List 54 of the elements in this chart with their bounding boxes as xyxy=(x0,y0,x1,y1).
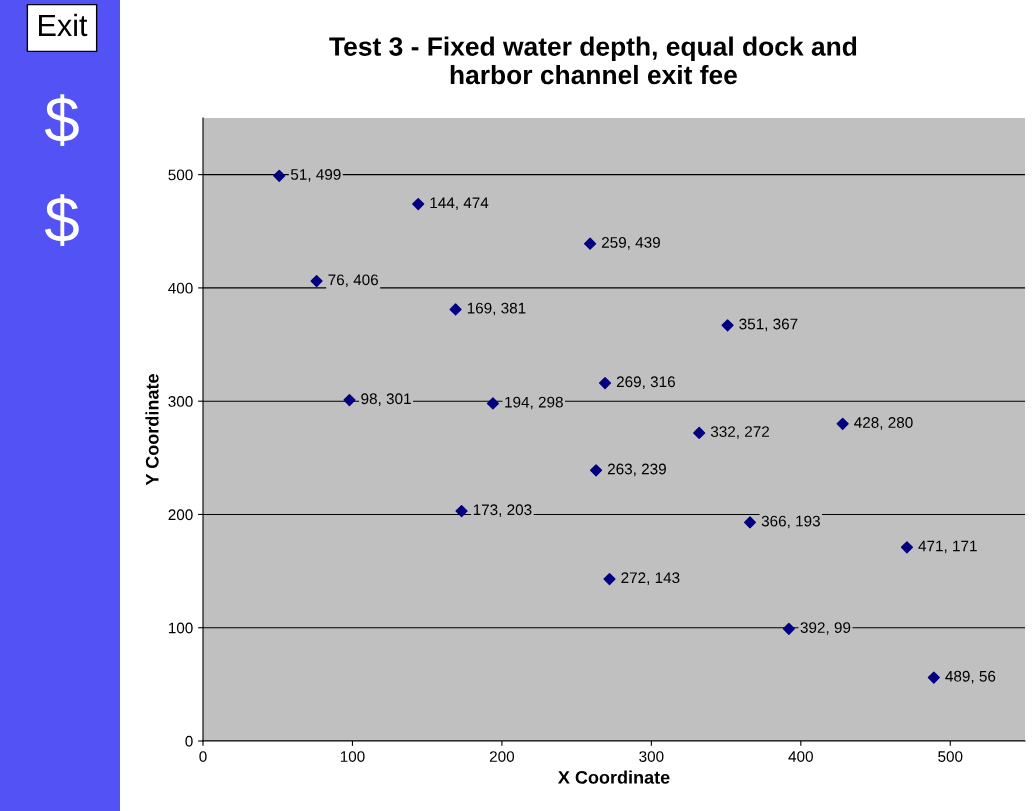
point xyxy=(589,464,603,477)
point xyxy=(412,198,425,211)
data-label: 263, 239 xyxy=(607,463,666,477)
data-label: 428, 280 xyxy=(854,417,913,430)
data-label: 489, 56 xyxy=(945,670,996,684)
data-label: 259, 439 xyxy=(601,237,660,250)
text: $ xyxy=(44,94,79,146)
data-label: 173, 203 xyxy=(473,504,532,517)
x-tick-label: 400 xyxy=(788,751,813,762)
data-label: 332, 272 xyxy=(710,426,769,439)
data-label: 194, 298 xyxy=(505,396,563,410)
point xyxy=(693,426,706,439)
point xyxy=(927,671,940,684)
text: Exit xyxy=(39,13,88,37)
x-tick-label: 500 xyxy=(938,751,963,762)
y-axis-title: Y Coordinate xyxy=(145,374,159,486)
y-tick-label: 500 xyxy=(168,169,193,181)
data-label: 392, 99 xyxy=(800,622,851,635)
data-label: 269, 316 xyxy=(616,376,675,389)
point xyxy=(486,397,500,410)
data-label: 76, 406 xyxy=(328,274,378,288)
point xyxy=(598,376,612,390)
y-tick-label: 300 xyxy=(168,396,193,407)
x-tick-label: 300 xyxy=(639,751,664,762)
data-label: 51, 499 xyxy=(290,169,341,182)
point xyxy=(343,393,356,407)
y-tick-label: 200 xyxy=(168,509,193,521)
y-tick-label: 400 xyxy=(168,282,193,294)
x-tick-label: 100 xyxy=(340,751,365,762)
data-label: 169, 381 xyxy=(467,302,526,316)
point xyxy=(782,622,795,635)
y-tick-label: 0 xyxy=(185,735,193,747)
point xyxy=(603,572,616,586)
data-label: 471, 171 xyxy=(918,540,977,554)
data-label: 272, 143 xyxy=(621,572,680,585)
point xyxy=(584,237,597,250)
point xyxy=(455,504,468,518)
point xyxy=(273,169,286,182)
point xyxy=(900,541,914,554)
x-axis-title: X Coordinate xyxy=(557,770,670,784)
data-label: 366, 193 xyxy=(761,515,820,529)
data-label: 351, 367 xyxy=(739,318,798,332)
point xyxy=(449,303,462,316)
x-tick-label: 200 xyxy=(489,751,515,762)
x-tick-label: 0 xyxy=(199,751,207,762)
text: $ xyxy=(44,194,79,246)
point xyxy=(743,516,757,529)
data-label: 144, 474 xyxy=(430,197,489,210)
data-label: 98, 301 xyxy=(361,393,411,406)
y-tick-label: 100 xyxy=(168,622,193,634)
point xyxy=(721,319,734,332)
point xyxy=(310,275,323,288)
chart-title: Test 3 - Fixed water depth, equal dock and harbor channel exit fee xyxy=(329,36,857,85)
point xyxy=(836,417,849,430)
